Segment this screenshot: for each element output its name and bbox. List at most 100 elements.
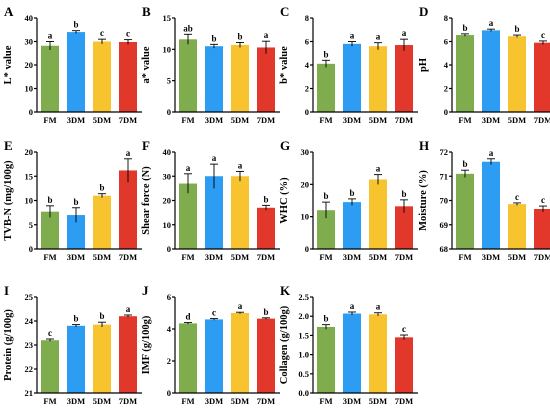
bar-fm <box>456 173 474 249</box>
bar-7dm <box>395 206 413 249</box>
bar-5dm <box>93 324 111 393</box>
y-tick-label: 20 <box>25 60 34 70</box>
panel-letter: C <box>280 4 289 19</box>
y-tick-label: 0 <box>167 388 171 398</box>
y-tick-label: 10 <box>301 212 310 222</box>
significance-letter: b <box>323 49 328 59</box>
significance-letter: b <box>462 159 467 169</box>
bar-3dm <box>67 325 85 393</box>
y-tick-label: 2.0 <box>298 311 309 321</box>
bar-fm <box>179 323 197 393</box>
bar-3dm <box>67 32 85 112</box>
y-tick-label: 0 <box>305 107 309 117</box>
significance-letter: a <box>376 32 381 42</box>
bar-5dm <box>231 176 249 249</box>
panel-j: J IMF (g/100g) d FM c 3DM a 5DM b 7DM 0 2 4 6 <box>141 283 280 406</box>
y-tick-label: 0 <box>167 244 171 254</box>
y-tick-label: 6 <box>305 37 309 47</box>
significance-letter: a <box>186 163 191 173</box>
significance-letter: c <box>541 195 545 205</box>
panel-h: H Moisture (%) b FM a 3DM c 5DM c 7DM 68 69 70 71 72 <box>418 138 550 262</box>
x-tick-label: 7DM <box>257 115 275 125</box>
significance-letter: b <box>237 31 242 41</box>
bar-7dm <box>119 170 137 249</box>
bar-3dm <box>482 30 500 112</box>
x-tick-label: 5DM <box>508 252 526 262</box>
y-tick-label: 22 <box>25 364 34 374</box>
y-tick-label: 10 <box>163 44 172 54</box>
x-tick-label: 3DM <box>482 252 500 262</box>
significance-letter: a <box>238 160 243 170</box>
x-tick-label: 7DM <box>395 115 413 125</box>
x-tick-label: 7DM <box>119 396 137 406</box>
y-tick-label: 5 <box>29 220 33 230</box>
y-tick-label: 15 <box>25 171 34 181</box>
significance-letter: b <box>99 311 104 321</box>
significance-letter: b <box>462 23 467 33</box>
y-axis-label: Collagen (g/100g) <box>279 305 290 384</box>
bar-5dm <box>93 41 111 112</box>
y-tick-label: 2 <box>167 356 171 366</box>
bar-7dm <box>395 45 413 112</box>
bar-3dm <box>343 313 361 393</box>
y-tick-label: 1.0 <box>298 350 309 360</box>
y-tick-label: 0 <box>305 244 309 254</box>
significance-letter: c <box>212 308 216 318</box>
x-tick-label: FM <box>458 252 471 262</box>
significance-letter: b <box>401 189 406 199</box>
bar-3dm <box>205 46 223 113</box>
panel-letter: D <box>419 4 428 19</box>
y-tick-label: 0.0 <box>298 388 309 398</box>
y-tick-label: 2 <box>305 84 309 94</box>
bar-fm <box>456 35 474 112</box>
y-tick-label: 4 <box>167 324 172 334</box>
y-tick-label: 68 <box>440 244 449 254</box>
x-tick-label: 7DM <box>534 252 550 262</box>
significance-letter: b <box>263 307 268 317</box>
y-tick-label: 4 <box>305 60 310 70</box>
significance-letter: b <box>99 183 104 193</box>
x-tick-label: 5DM <box>93 252 111 262</box>
panel-letter: E <box>4 138 13 153</box>
significance-letter: b <box>263 194 268 204</box>
x-tick-label: 7DM <box>395 396 413 406</box>
bar-7dm <box>257 47 275 112</box>
x-tick-label: 3DM <box>482 115 500 125</box>
panel-i: I Protein (g/100g) c FM b 3DM b 5DM a 7DM 21 22 23 24… <box>3 283 142 406</box>
y-tick-label: 30 <box>163 171 172 181</box>
y-tick-label: 71 <box>440 171 449 181</box>
y-axis-label: WHC (%) <box>279 177 290 224</box>
significance-letter: c <box>402 324 406 334</box>
panel-e: E TVB-N (mg/100g) b FM b 3DM b 5DM a 7DM 0 5 10 15 20 <box>3 138 142 262</box>
x-tick-label: 5DM <box>231 115 249 125</box>
y-tick-label: 6 <box>167 292 171 302</box>
x-tick-label: 3DM <box>343 115 361 125</box>
x-tick-label: 3DM <box>343 252 361 262</box>
y-tick-label: 30 <box>301 147 310 157</box>
significance-letter: c <box>48 328 52 338</box>
x-tick-label: FM <box>319 115 332 125</box>
y-tick-label: 72 <box>440 147 449 157</box>
x-tick-label: 3DM <box>205 396 223 406</box>
y-tick-label: 0.5 <box>298 369 309 379</box>
y-axis-label: a* value <box>141 46 152 83</box>
x-tick-label: FM <box>458 115 471 125</box>
bar-fm <box>179 39 197 112</box>
panel-letter: B <box>142 4 151 19</box>
y-tick-label: 10 <box>25 196 34 206</box>
panel-g: G WHC (%) b FM b 3DM a 5DM b 7DM 0 10 20 30 <box>279 138 418 262</box>
y-axis-label: b* value <box>279 46 290 84</box>
bar-3dm <box>67 215 85 249</box>
y-tick-label: 21 <box>25 388 34 398</box>
significance-letter: ab <box>183 23 193 33</box>
y-axis-label: Protein (g/100g) <box>3 309 14 381</box>
bar-7dm <box>119 316 137 393</box>
bar-5dm <box>231 313 249 393</box>
x-tick-label: 3DM <box>205 252 223 262</box>
panel-letter: H <box>419 138 429 153</box>
panel-letter: A <box>4 4 14 19</box>
y-axis-label: TVB-N (mg/100g) <box>3 160 14 241</box>
significance-letter: a <box>264 30 269 40</box>
y-tick-label: 8 <box>305 13 309 23</box>
